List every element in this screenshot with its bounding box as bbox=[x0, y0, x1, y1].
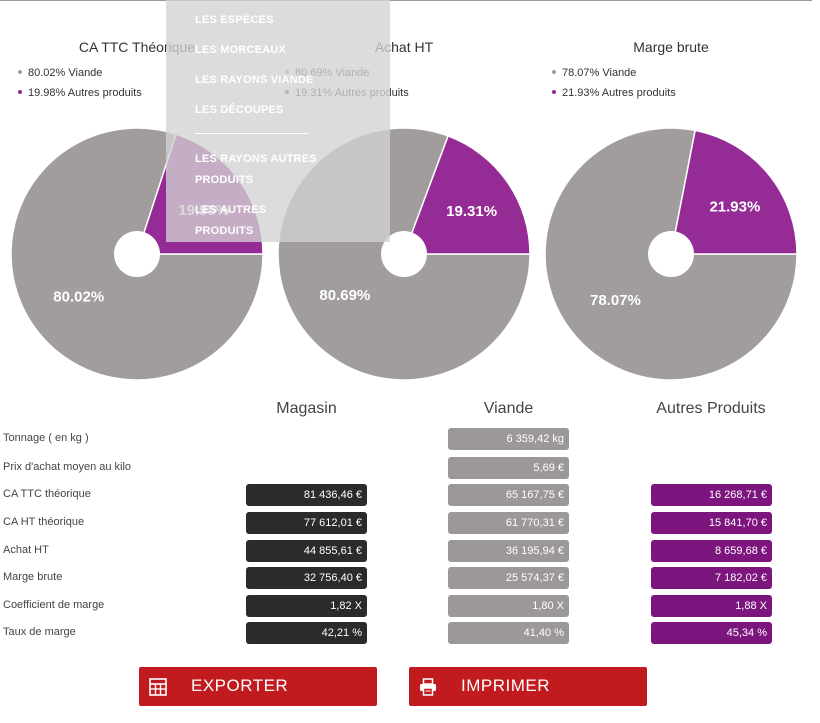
menu-item-rayons-autres-produits[interactable]: LES RAYONS AUTRES PRODUITS bbox=[195, 153, 317, 186]
print-button[interactable]: IMPRIMER bbox=[409, 667, 647, 706]
cell-autres-produits: 16 268,71 € bbox=[651, 484, 772, 506]
spreadsheet-icon bbox=[149, 678, 167, 696]
cell-autres-produits: 45,34 % bbox=[651, 622, 772, 644]
cell-autres-produits: 8 659,68 € bbox=[651, 540, 772, 562]
cell-viande: 41,40 % bbox=[448, 622, 569, 644]
cell-magasin: 44 855,61 € bbox=[246, 540, 367, 562]
cell-autres-produits: 7 182,02 € bbox=[651, 567, 772, 589]
legend-marker bbox=[18, 70, 22, 74]
cell-magasin: 32 756,40 € bbox=[246, 567, 367, 589]
cell-viande: 5,69 € bbox=[448, 457, 569, 479]
row-label: Taux de marge bbox=[3, 626, 76, 638]
row-label: Coefficient de marge bbox=[3, 599, 105, 611]
cell-magasin: 81 436,46 € bbox=[246, 484, 367, 506]
column-header-viande: Viande bbox=[483, 400, 534, 417]
donut-hole bbox=[114, 231, 160, 277]
export-button-label: EXPORTER bbox=[191, 676, 289, 695]
slice-label-viande: 78.07% bbox=[590, 292, 641, 309]
cell-viande: 36 195,94 € bbox=[448, 540, 569, 562]
top-divider bbox=[0, 0, 812, 1]
row-label: Prix d'achat moyen au kilo bbox=[3, 461, 132, 473]
legend-marker bbox=[18, 90, 22, 94]
slice-label-viande: 80.69% bbox=[319, 287, 370, 304]
cell-viande: 25 574,37 € bbox=[448, 567, 569, 589]
print-button-label: IMPRIMER bbox=[461, 676, 550, 695]
row-label: Achat HT bbox=[3, 544, 49, 556]
cell-autres-produits: 1,88 X bbox=[651, 595, 772, 617]
menu-item-rayons-viande[interactable]: LES RAYONS VIANDE bbox=[195, 74, 314, 86]
legend-entry[interactable]: 78.07% Viande bbox=[562, 67, 636, 79]
legend-entry[interactable]: 19.98% Autres produits bbox=[28, 87, 142, 99]
legend-entry[interactable]: 21.93% Autres produits bbox=[562, 87, 676, 99]
dropdown-menu: LES ESPÈCES LES MORCEAUX LES RAYONS VIAN… bbox=[166, 0, 390, 242]
menu-item-especes[interactable]: LES ESPÈCES bbox=[195, 14, 274, 26]
cell-viande: 61 770,31 € bbox=[448, 512, 569, 534]
legend-entry[interactable]: 80.02% Viande bbox=[28, 67, 102, 79]
slice-autres-produits[interactable] bbox=[670, 129, 798, 255]
cell-viande: 1,80 X bbox=[448, 595, 569, 617]
donut-hole bbox=[648, 231, 694, 277]
cell-magasin: 42,21 % bbox=[246, 622, 367, 644]
slice-label-autres-produits: 19.31% bbox=[446, 203, 497, 220]
export-button[interactable]: EXPORTER bbox=[139, 667, 377, 706]
printer-icon bbox=[420, 678, 436, 696]
row-label: Marge brute bbox=[3, 571, 63, 583]
slice-label-viande: 80.02% bbox=[53, 288, 104, 305]
donut-hole bbox=[381, 231, 427, 277]
cell-viande: 6 359,42 kg bbox=[448, 428, 569, 450]
legend-marker bbox=[552, 90, 556, 94]
menu-item-decoupes[interactable]: LES DÉCOUPES bbox=[195, 104, 284, 116]
cell-autres-produits: 15 841,70 € bbox=[651, 512, 772, 534]
column-header-magasin: Magasin bbox=[276, 400, 337, 417]
menu-separator bbox=[195, 133, 308, 134]
slice-label-autres-produits: 21.93% bbox=[709, 198, 760, 215]
slice-autres-produits[interactable] bbox=[402, 135, 531, 255]
column-header-autres-produits: Autres Produits bbox=[656, 400, 766, 417]
chart-title: Marge brute bbox=[633, 39, 709, 55]
menu-item-morceaux[interactable]: LES MORCEAUX bbox=[195, 44, 287, 56]
row-label: CA HT théorique bbox=[3, 516, 85, 528]
menu-item-autres-produits[interactable]: LES AUTRES PRODUITS bbox=[195, 204, 267, 237]
cell-magasin: 1,82 X bbox=[246, 595, 367, 617]
legend-marker bbox=[552, 70, 556, 74]
cell-magasin: 77 612,01 € bbox=[246, 512, 367, 534]
row-label: CA TTC théorique bbox=[3, 488, 91, 500]
cell-viande: 65 167,75 € bbox=[448, 484, 569, 506]
row-label: Tonnage ( en kg ) bbox=[3, 432, 89, 444]
